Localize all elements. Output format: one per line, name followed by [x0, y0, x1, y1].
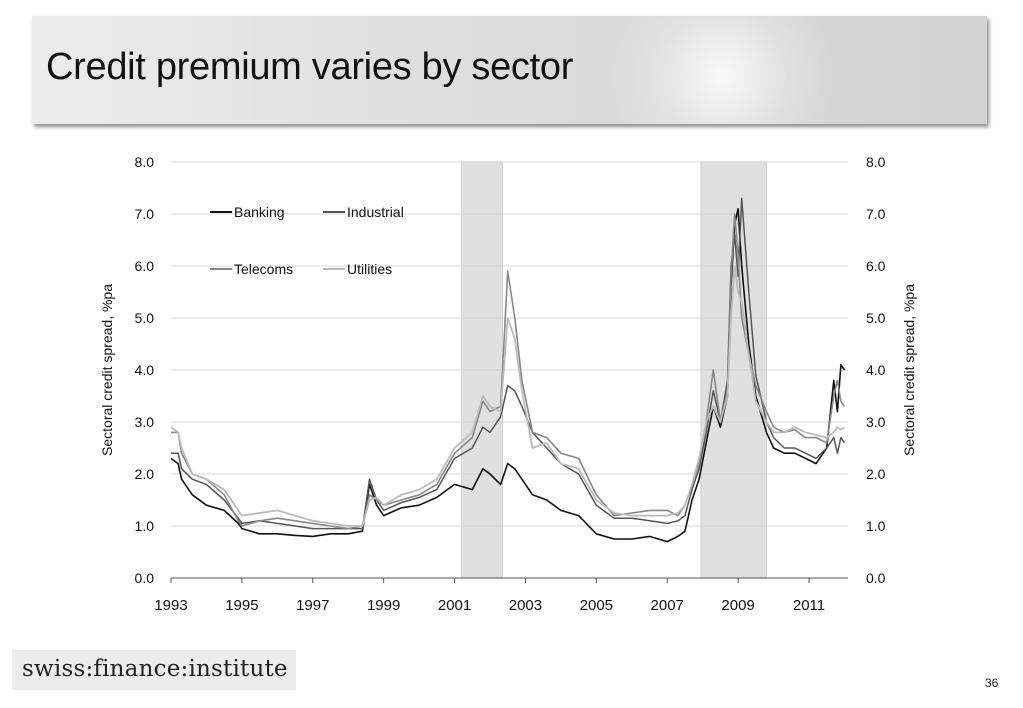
x-tick-label-8: 2009 — [721, 597, 754, 614]
x-tick-label-3: 1999 — [367, 597, 400, 614]
y-tick-right-3: 3.0 — [866, 414, 886, 430]
legend-label-industrial: Industrial — [347, 204, 404, 220]
y-tick-left-6: 6.0 — [135, 258, 155, 274]
y-tick-right-8: 8.0 — [866, 154, 886, 170]
banner-glow — [592, 16, 852, 124]
x-tick-label-9: 2011 — [793, 597, 825, 614]
slide-title: Credit premium varies by sector — [46, 46, 574, 88]
x-tick-label-7: 2007 — [651, 597, 684, 614]
legend-label-telecoms: Telecoms — [234, 261, 293, 277]
y-tick-left-7: 7.0 — [135, 206, 155, 222]
page-number: 36 — [985, 676, 999, 690]
swiss-finance-institute-logo: swiss:finance:institute — [12, 650, 296, 690]
legend-label-banking: Banking — [234, 204, 285, 220]
x-tick-label-4: 2001 — [438, 597, 471, 614]
series-line-banking — [170, 208, 846, 543]
legend-label-utilities: Utilities — [347, 261, 392, 277]
y-tick-right-2: 2.0 — [866, 466, 886, 482]
series-line-utilities — [170, 265, 846, 527]
y-tick-right-6: 6.0 — [866, 258, 886, 274]
x-tick-label-2: 1997 — [296, 597, 329, 614]
title-banner: Credit premium varies by sector — [32, 16, 987, 124]
y-tick-left-2: 2.0 — [135, 466, 155, 482]
x-tick-label-1: 1995 — [225, 597, 258, 614]
logo-text: swiss:finance:institute — [22, 656, 288, 682]
y-tick-right-0: 0.0 — [866, 570, 886, 586]
y-axis-label-left: Sectoral credit spread, %pa — [99, 284, 115, 456]
y-tick-right-4: 4.0 — [866, 362, 886, 378]
x-tick-label-5: 2003 — [509, 597, 542, 614]
y-tick-left-0: 0.0 — [135, 570, 155, 586]
y-tick-right-7: 7.0 — [866, 206, 886, 222]
y-tick-left-1: 1.0 — [135, 518, 155, 534]
x-tick-label-6: 2005 — [580, 597, 613, 614]
y-tick-left-8: 8.0 — [135, 154, 155, 170]
series-line-telecoms — [171, 213, 846, 530]
y-tick-right-5: 5.0 — [866, 310, 886, 326]
y-tick-left-5: 5.0 — [135, 310, 155, 326]
y-axis-label-right: Sectoral credit spread, %pa — [901, 284, 917, 456]
x-tick-label-0: 1993 — [154, 597, 187, 614]
y-tick-right-1: 1.0 — [866, 518, 886, 534]
y-tick-left-4: 4.0 — [135, 362, 155, 378]
y-tick-left-3: 3.0 — [135, 414, 155, 430]
